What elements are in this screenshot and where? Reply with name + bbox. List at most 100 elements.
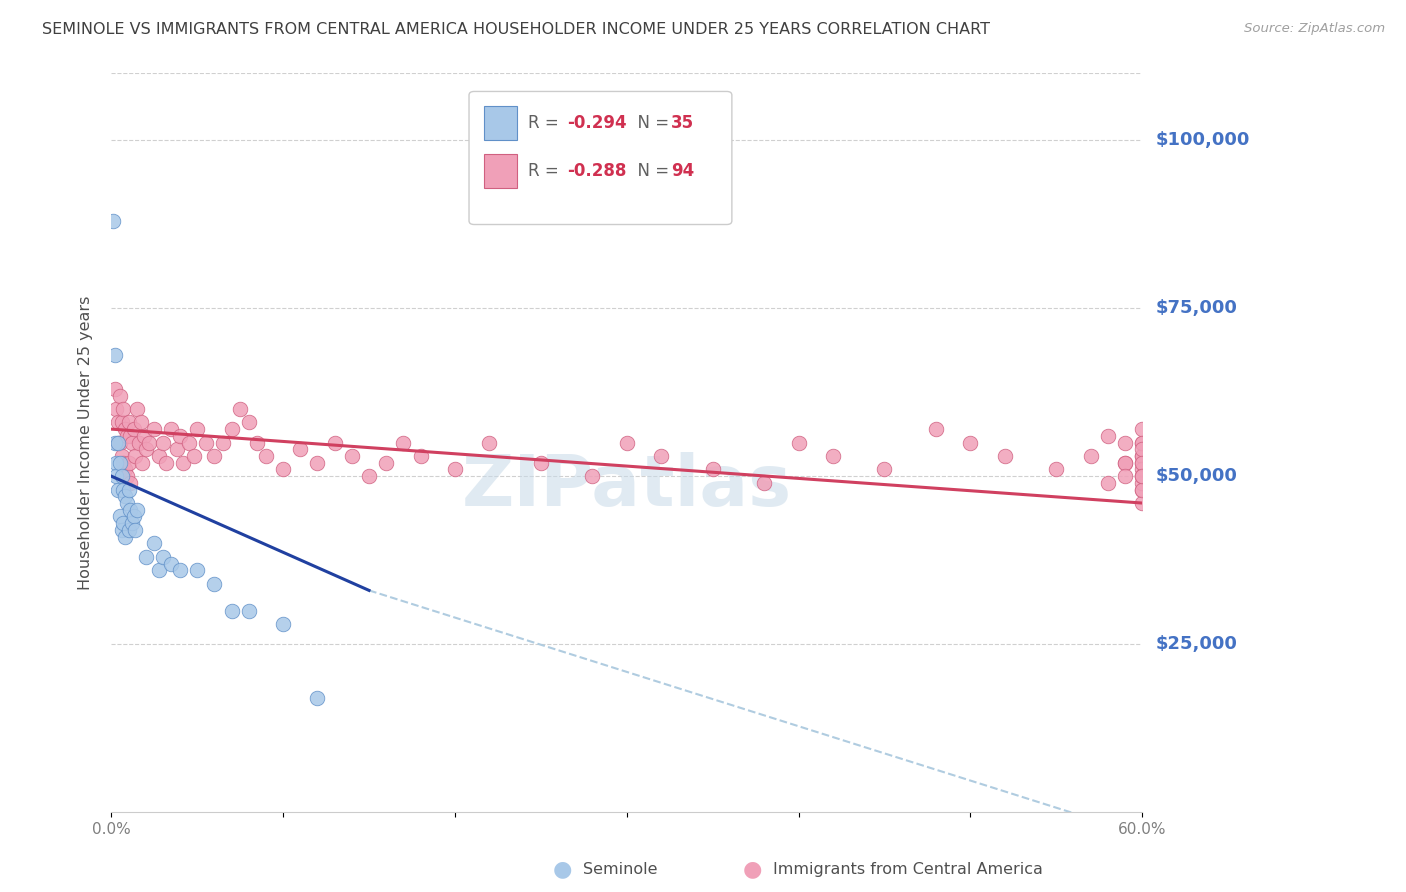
Text: R =: R = [527, 161, 564, 179]
Point [160, 557, 183, 571]
Point [1130, 469, 1153, 483]
Point [238, 603, 260, 617]
Point [169, 563, 191, 577]
Point [114, 422, 136, 436]
Point [1045, 462, 1067, 476]
FancyBboxPatch shape [485, 106, 517, 139]
Point [115, 469, 138, 483]
Text: 94: 94 [671, 161, 695, 179]
Text: Seminole: Seminole [583, 863, 658, 877]
Point [152, 549, 174, 564]
Point [104, 435, 127, 450]
Point [1114, 456, 1136, 470]
Point [124, 449, 146, 463]
Point [127, 502, 149, 516]
Point [117, 523, 139, 537]
Point [1114, 435, 1136, 450]
Point [148, 449, 170, 463]
Point [1130, 462, 1153, 476]
Point [323, 435, 346, 450]
Point [357, 469, 380, 483]
Point [107, 416, 129, 430]
Point [105, 401, 128, 416]
Point [1114, 456, 1136, 470]
Point [1130, 456, 1153, 470]
Point [186, 422, 208, 436]
Point [122, 509, 145, 524]
Y-axis label: Householder Income Under 25 years: Householder Income Under 25 years [79, 295, 93, 590]
Point [105, 469, 128, 483]
Point [702, 462, 724, 476]
Point [112, 516, 135, 531]
Point [959, 435, 981, 450]
Point [925, 422, 948, 436]
Text: $75,000: $75,000 [1156, 299, 1237, 318]
Point [120, 475, 142, 490]
Point [1097, 429, 1119, 443]
Point [112, 483, 135, 497]
Point [650, 449, 672, 463]
Point [307, 456, 329, 470]
Point [392, 435, 415, 450]
Point [229, 401, 252, 416]
Point [221, 422, 243, 436]
Point [1080, 449, 1102, 463]
FancyBboxPatch shape [485, 154, 517, 187]
Point [127, 401, 149, 416]
Point [108, 388, 131, 402]
Point [202, 576, 225, 591]
Point [821, 449, 844, 463]
Point [108, 435, 131, 450]
Text: $100,000: $100,000 [1156, 131, 1250, 149]
Point [155, 456, 177, 470]
Point [172, 456, 194, 470]
Point [124, 523, 146, 537]
Point [1130, 435, 1153, 450]
Point [212, 435, 235, 450]
Point [177, 435, 200, 450]
Point [129, 416, 152, 430]
Point [271, 617, 294, 632]
Point [117, 416, 139, 430]
Point [135, 549, 157, 564]
Point [238, 416, 260, 430]
Point [166, 442, 188, 457]
Point [114, 462, 136, 476]
Point [221, 603, 243, 617]
Point [271, 462, 294, 476]
Point [114, 530, 136, 544]
Text: ZIPatlas: ZIPatlas [461, 452, 792, 522]
FancyBboxPatch shape [470, 92, 733, 225]
Point [132, 429, 155, 443]
Point [135, 442, 157, 457]
Point [1130, 449, 1153, 463]
Point [754, 475, 776, 490]
Text: -0.294: -0.294 [567, 113, 627, 131]
Point [1114, 469, 1136, 483]
Point [787, 435, 810, 450]
Point [444, 462, 467, 476]
Text: SEMINOLE VS IMMIGRANTS FROM CENTRAL AMERICA HOUSEHOLDER INCOME UNDER 25 YEARS CO: SEMINOLE VS IMMIGRANTS FROM CENTRAL AMER… [42, 22, 990, 37]
Text: N =: N = [627, 161, 673, 179]
Text: N =: N = [627, 113, 673, 131]
Point [101, 214, 124, 228]
Point [108, 509, 131, 524]
Point [128, 435, 150, 450]
Point [409, 449, 432, 463]
Point [616, 435, 638, 450]
Point [122, 422, 145, 436]
Text: R =: R = [527, 113, 564, 131]
Point [111, 449, 134, 463]
Point [120, 429, 142, 443]
Point [581, 469, 603, 483]
Point [1130, 469, 1153, 483]
Point [121, 435, 143, 450]
Point [994, 449, 1017, 463]
Point [121, 516, 143, 531]
Point [120, 502, 142, 516]
Point [1130, 483, 1153, 497]
Point [186, 563, 208, 577]
Text: -0.288: -0.288 [567, 161, 626, 179]
Text: $50,000: $50,000 [1156, 467, 1237, 485]
Point [1130, 496, 1153, 510]
